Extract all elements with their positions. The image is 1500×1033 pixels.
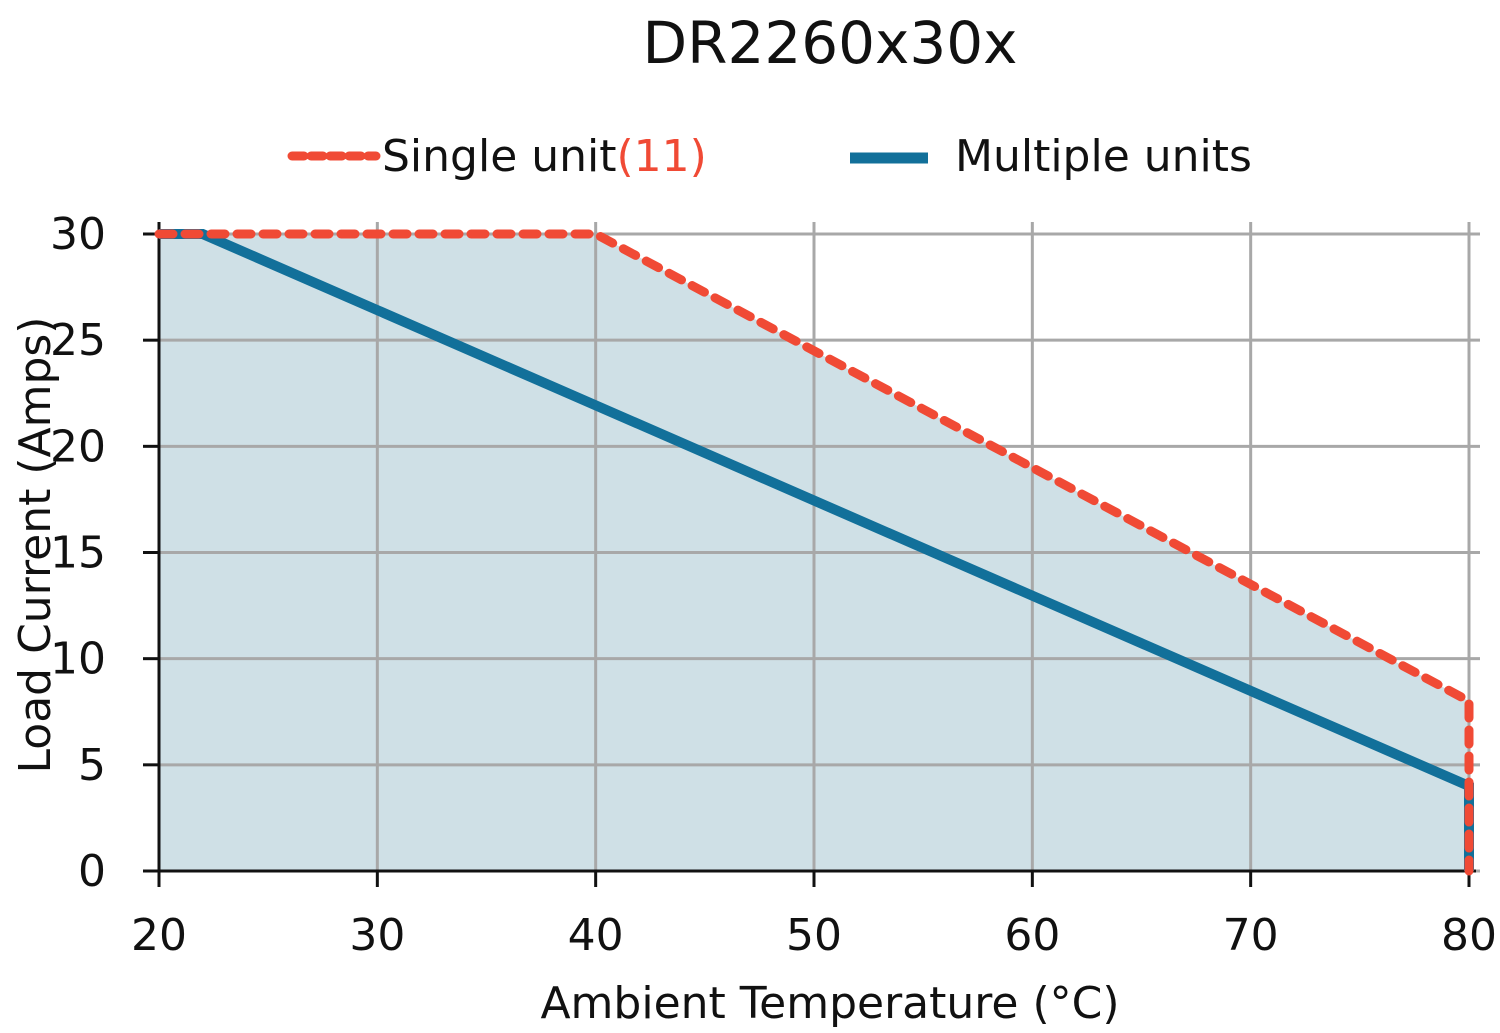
y-tick-label: 25 xyxy=(50,315,106,366)
plot-area: 20 30 40 50 60 70 80 0 5 10 15 20 25 30 xyxy=(50,209,1497,961)
x-tick-label: 40 xyxy=(568,910,624,961)
series-line-single-unit xyxy=(154,229,1474,876)
y-tick-label: 30 xyxy=(50,209,106,260)
x-tick-label: 70 xyxy=(1223,910,1279,961)
legend: Single unit(11) Multiple units xyxy=(287,131,1252,182)
y-tick-label: 5 xyxy=(78,740,106,791)
y-tick-label: 10 xyxy=(50,634,106,685)
y-tick-label: 0 xyxy=(78,846,106,897)
x-tick-label: 50 xyxy=(786,910,842,961)
x-axis-label: Ambient Temperature (°C) xyxy=(540,978,1119,1029)
x-tick-label: 60 xyxy=(1004,910,1060,961)
legend-label-single-unit: Single unit(11) xyxy=(382,131,707,182)
x-tick-label: 30 xyxy=(349,910,405,961)
y-tick-label: 15 xyxy=(50,528,106,579)
y-tick-label: 20 xyxy=(50,421,106,472)
y-axis-label: Load Current (Amps) xyxy=(10,317,61,774)
chart-title: DR2260x30x xyxy=(642,9,1017,77)
legend-label-multiple-units: Multiple units xyxy=(955,131,1252,182)
x-tick-label: 20 xyxy=(131,910,187,961)
x-tick-label: 80 xyxy=(1441,910,1497,961)
